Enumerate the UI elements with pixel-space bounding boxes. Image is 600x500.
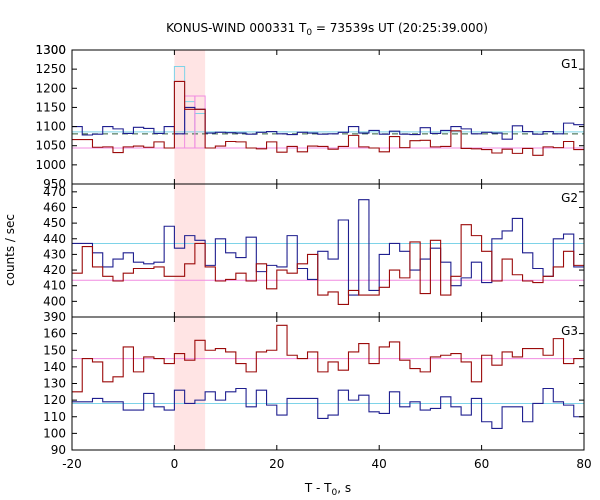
x-tick-label: 80 [576,457,591,471]
highlight-interval [174,50,206,450]
series-blue-line [72,106,584,140]
panels-layer [71,49,585,451]
series-red-line [72,224,584,306]
highlight-layer [174,50,206,450]
y-tick-label: 160 [43,327,66,341]
y-tick-label: 430 [43,247,66,261]
y-tick-label: 130 [43,377,66,391]
y-tick-label: 1250 [35,62,66,76]
panel-label: G2 [561,191,578,205]
y-tick-label: 950 [43,177,66,191]
y-tick-label: 470 [43,185,66,199]
panel-g3 [71,316,585,451]
panel-frame [71,49,585,185]
y-tick-label: 450 [43,216,66,230]
text-layer: KONUS-WIND 000331 T0 = 73539s UT (20:25:… [3,21,592,498]
y-tick-label: 1200 [35,81,66,95]
panel-frame [71,316,585,451]
y-tick-label: 120 [43,393,66,407]
series-red-line [72,324,584,393]
x-axis-label: T - T0, s [304,481,351,498]
y-tick-label: 460 [43,200,66,214]
y-tick-label: 390 [43,310,66,324]
y-tick-label: 1100 [35,120,66,134]
series-blue-line [72,387,584,429]
y-tick-label: 150 [43,343,66,357]
y-tick-label: 1050 [35,139,66,153]
x-tick-label: 20 [269,457,284,471]
y-tick-label: 400 [43,294,66,308]
y-tick-label: 140 [43,360,66,374]
y-tick-label: 410 [43,279,66,293]
series-blue-line [72,199,584,296]
y-tick-label: 90 [51,443,66,457]
y-tick-label: 1000 [35,158,66,172]
chart-title: KONUS-WIND 000331 T0 = 73539s UT (20:25:… [166,21,488,38]
panel-label: G3 [561,324,578,338]
y-tick-label: 440 [43,232,66,246]
y-tick-label: 100 [43,426,66,440]
y-tick-label: 1150 [35,100,66,114]
panel-frame [71,183,585,318]
panel-label: G1 [561,57,578,71]
x-tick-label: 40 [372,457,387,471]
y-tick-label: 1300 [35,43,66,57]
x-tick-label: 60 [474,457,489,471]
x-tick-label: -20 [62,457,82,471]
x-tick-label: 0 [171,457,179,471]
y-tick-label: 110 [43,410,66,424]
series-red-line [72,80,584,156]
y-axis-label: counts / sec [3,214,17,286]
panel-g2 [71,183,585,318]
y-tick-label: 1300 [35,43,66,57]
panel-g1 [71,49,585,185]
y-tick-label: 420 [43,263,66,277]
